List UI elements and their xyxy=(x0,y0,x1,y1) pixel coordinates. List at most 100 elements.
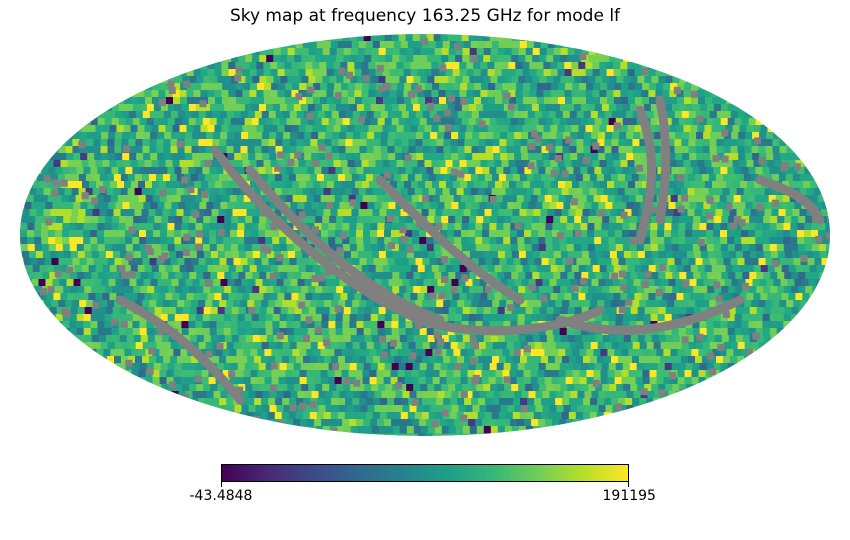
map-pixel xyxy=(469,216,477,224)
map-pixel xyxy=(280,48,289,56)
map-pixel xyxy=(602,55,610,63)
map-pixel xyxy=(380,342,389,350)
map-pixel xyxy=(546,76,554,84)
map-pixel xyxy=(188,321,196,329)
map-pixel xyxy=(630,251,639,259)
map-pixel xyxy=(368,90,376,98)
map-pixel xyxy=(825,237,830,245)
map-pixel xyxy=(113,188,122,196)
map-pixel xyxy=(270,160,279,168)
map-pixel xyxy=(266,335,275,343)
map-pixel xyxy=(623,216,631,224)
map-pixel xyxy=(376,195,385,203)
map-pixel xyxy=(516,377,525,385)
map-pixel xyxy=(335,328,344,336)
map-pixel xyxy=(147,307,156,315)
map-pixel xyxy=(604,300,612,308)
map-pixel xyxy=(242,160,251,168)
map-pixel xyxy=(272,230,280,238)
map-pixel xyxy=(149,342,158,350)
map-pixel xyxy=(245,384,253,392)
map-pixel xyxy=(772,146,781,154)
map-pixel xyxy=(539,307,548,315)
map-pixel xyxy=(535,153,543,161)
map-pixel xyxy=(26,181,34,189)
map-pixel xyxy=(225,188,234,196)
map-pixel xyxy=(307,223,315,231)
map-pixel xyxy=(472,279,481,287)
map-pixel xyxy=(713,230,721,238)
map-pixel xyxy=(763,286,771,294)
map-pixel xyxy=(489,167,497,175)
map-pixel xyxy=(293,244,302,252)
map-pixel xyxy=(303,300,311,308)
map-pixel xyxy=(514,279,523,287)
map-pixel xyxy=(475,104,484,112)
map-pixel xyxy=(780,202,788,210)
map-pixel xyxy=(465,132,473,140)
map-pixel xyxy=(574,48,583,56)
map-pixel xyxy=(593,181,601,189)
map-pixel xyxy=(254,356,262,364)
map-pixel xyxy=(184,139,192,147)
map-pixel xyxy=(636,314,645,322)
map-pixel xyxy=(621,83,629,91)
map-pixel xyxy=(727,118,736,126)
map-pixel xyxy=(462,384,470,392)
map-pixel xyxy=(383,377,392,385)
map-pixel xyxy=(322,76,330,84)
map-pixel xyxy=(351,188,360,196)
map-pixel xyxy=(105,216,113,224)
map-pixel xyxy=(112,216,120,224)
map-pixel xyxy=(417,125,426,133)
map-pixel xyxy=(221,293,229,301)
map-pixel xyxy=(587,230,595,238)
map-pixel xyxy=(307,104,316,112)
map-pixel xyxy=(54,195,63,203)
map-pixel xyxy=(139,328,148,336)
map-pixel xyxy=(371,251,380,259)
map-pixel xyxy=(671,363,680,371)
map-pixel xyxy=(309,41,318,49)
map-pixel xyxy=(480,160,489,168)
map-pixel xyxy=(201,195,210,203)
map-pixel xyxy=(649,377,658,385)
map-pixel xyxy=(583,111,592,119)
map-pixel xyxy=(550,293,558,301)
map-pixel xyxy=(539,216,547,224)
map-pixel xyxy=(776,223,784,231)
map-pixel xyxy=(767,160,776,168)
map-pixel xyxy=(616,335,625,343)
map-pixel xyxy=(622,223,630,231)
map-pixel xyxy=(654,132,662,140)
map-pixel xyxy=(107,258,116,266)
map-pixel xyxy=(323,174,332,182)
map-pixel xyxy=(516,83,524,91)
map-pixel xyxy=(804,223,812,231)
map-pixel xyxy=(296,146,305,154)
map-pixel xyxy=(415,146,424,154)
map-pixel xyxy=(810,181,818,189)
map-pixel xyxy=(115,132,123,140)
map-pixel xyxy=(653,356,661,364)
map-pixel xyxy=(436,342,445,350)
map-pixel xyxy=(251,321,259,329)
map-pixel xyxy=(104,223,112,231)
map-pixel xyxy=(122,279,131,287)
map-pixel xyxy=(474,97,482,105)
map-pixel xyxy=(296,139,304,147)
map-pixel xyxy=(461,314,470,322)
map-pixel xyxy=(323,209,332,217)
map-pixel xyxy=(296,258,305,266)
map-pixel xyxy=(419,328,428,336)
map-pixel xyxy=(651,307,660,315)
map-pixel xyxy=(74,265,83,273)
map-pixel xyxy=(185,153,193,161)
map-pixel xyxy=(603,174,612,182)
map-pixel xyxy=(292,83,300,91)
map-pixel xyxy=(670,97,678,105)
map-pixel xyxy=(142,258,151,266)
map-pixel xyxy=(552,328,561,336)
map-pixel xyxy=(365,188,374,196)
map-pixel xyxy=(273,55,281,63)
